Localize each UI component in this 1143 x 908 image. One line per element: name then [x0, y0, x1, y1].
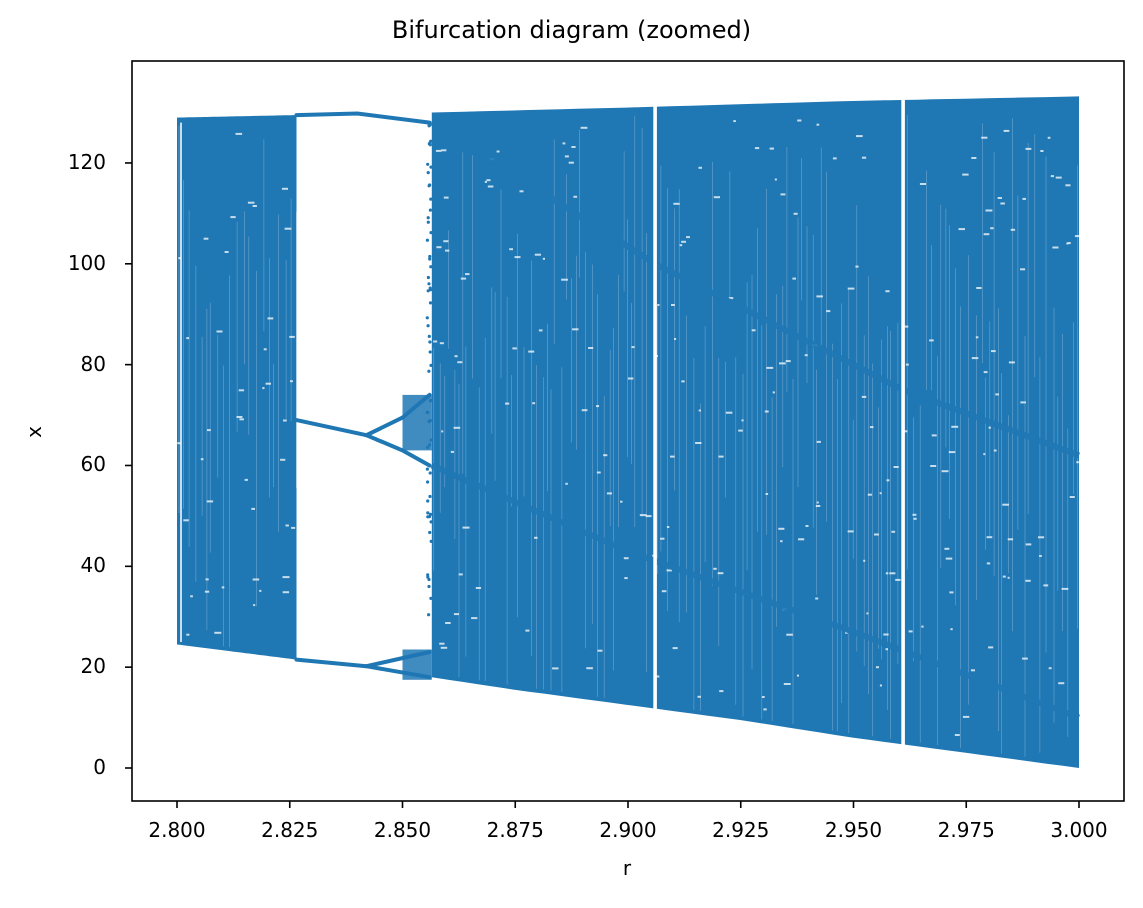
- period-branch: [294, 418, 369, 438]
- x-tick-label: 2.975: [937, 818, 995, 842]
- y-tick-label: 100: [67, 250, 106, 275]
- x-tick-label: 2.925: [712, 818, 770, 842]
- x-tick-label: 2.800: [148, 818, 206, 842]
- chart-title: Bifurcation diagram (zoomed): [391, 16, 752, 44]
- periodic-window-gap: [901, 92, 905, 768]
- x-axis-label: r: [622, 856, 632, 880]
- y-tick-label: 60: [80, 452, 106, 477]
- x-tick-label: 2.825: [261, 818, 319, 842]
- y-tick-label: 0: [93, 755, 106, 779]
- axes: [125, 60, 1125, 808]
- y-axis-label: x: [22, 426, 46, 438]
- x-tick-label: 2.900: [599, 818, 657, 842]
- period-branch: [294, 111, 432, 125]
- y-tick-label: 20: [80, 654, 106, 679]
- periodic-window-gap: [653, 92, 657, 768]
- scatter-series: [177, 92, 1081, 768]
- chaotic-band: [431, 96, 1079, 768]
- y-tick-label: 40: [80, 553, 106, 578]
- x-tick-label: 3.000: [1050, 818, 1108, 842]
- period-branch: [294, 657, 369, 669]
- x-tick-label: 2.850: [373, 818, 432, 842]
- y-tick-label: 120: [67, 149, 106, 174]
- chaotic-band: [177, 115, 297, 660]
- x-tick-label: 2.875: [486, 818, 544, 842]
- x-tick-label: 2.950: [824, 818, 883, 842]
- y-tick-label: 80: [80, 351, 106, 376]
